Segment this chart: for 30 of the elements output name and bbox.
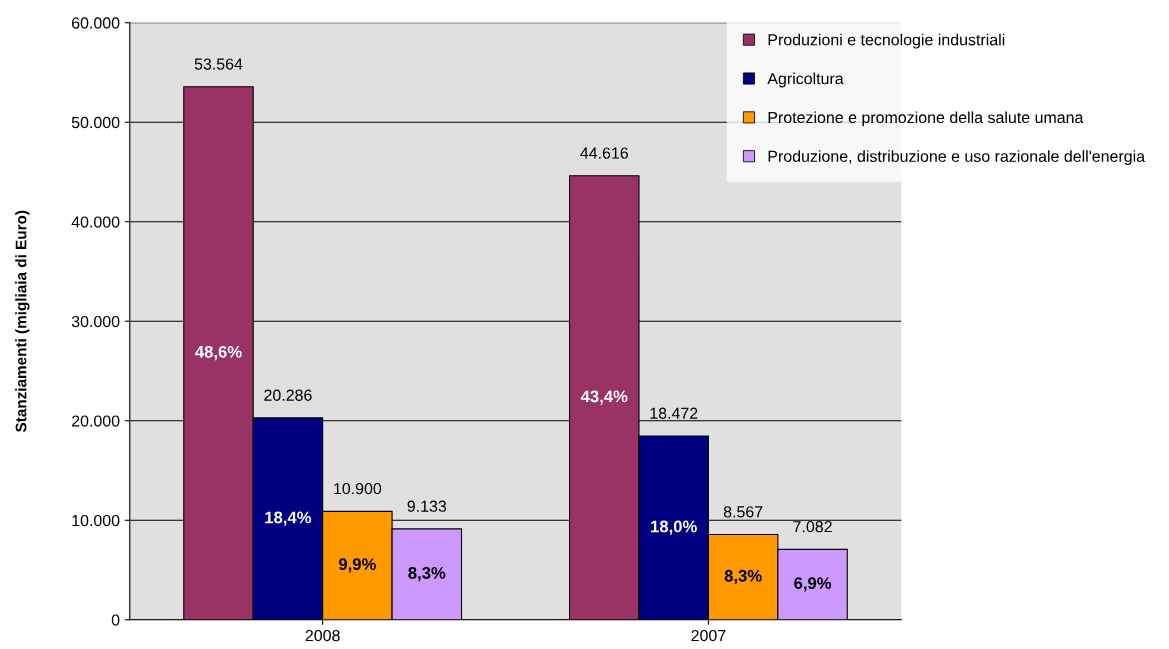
data-label: 44.616: [580, 147, 628, 159]
data-label: 7.082: [793, 520, 832, 533]
annotation: 6,9%: [794, 577, 832, 592]
data-label: 9.133: [407, 500, 447, 512]
annotation: 48,6%: [195, 345, 242, 361]
annotation: 9,9%: [338, 558, 376, 573]
y-tick-label: 40.000: [71, 216, 120, 228]
annotation: 18,4%: [265, 511, 312, 526]
legend-label: Agricoltura: [767, 72, 844, 88]
annotation: 8,3%: [408, 567, 446, 582]
data-label: 20.286: [264, 389, 312, 401]
y-tick-label: 30.000: [71, 315, 120, 328]
legend-label: Produzione, distribuzione e uso razionale dell'energia: [768, 150, 1146, 166]
legend-label: Protezione e promozione della salute umana: [768, 111, 1084, 127]
data-label: 18.472: [650, 407, 698, 419]
y-tick-label: 60.000: [72, 17, 120, 29]
y-tick-label: 50.000: [71, 116, 120, 129]
y-tick-label: 0: [111, 614, 120, 626]
x-tick-label: 2008: [305, 629, 340, 642]
data-label: 53.564: [194, 58, 243, 70]
data-label: 8.567: [723, 506, 763, 518]
x-tick-label: 2007: [691, 629, 726, 642]
y-tick-label: 20.000: [71, 415, 120, 427]
legend-label: Produzioni e tecnologie industriali: [768, 33, 1005, 49]
data-label: 10.900: [334, 482, 382, 495]
y-axis-title: Stanziamenti (migliaia di Euro): [15, 210, 30, 433]
annotation: 8,3%: [724, 569, 762, 585]
y-tick-label: 10.000: [72, 514, 120, 527]
annotation: 43,4%: [580, 390, 628, 405]
annotation: 18,0%: [651, 520, 697, 535]
